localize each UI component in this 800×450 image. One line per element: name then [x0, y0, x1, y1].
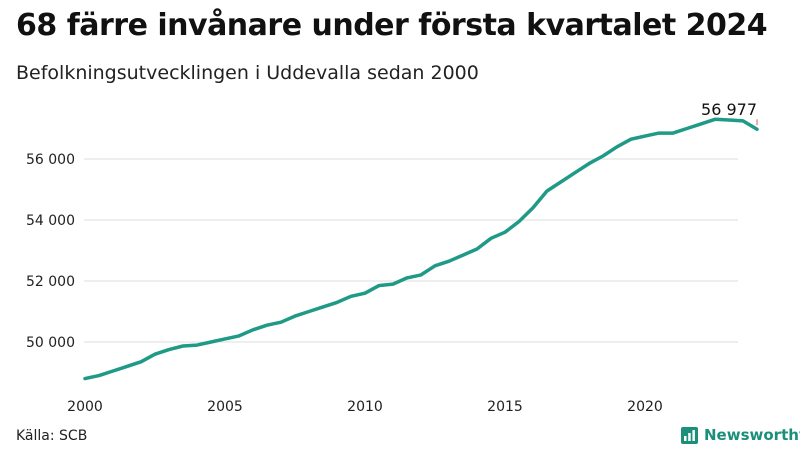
data-point — [238, 335, 240, 337]
data-point — [140, 361, 142, 363]
data-point — [518, 220, 520, 223]
newsworthy-logo-icon — [681, 426, 698, 444]
data-point — [560, 181, 562, 183]
data-point — [476, 248, 478, 250]
data-point — [224, 338, 226, 340]
data-point — [462, 254, 464, 256]
data-point — [364, 292, 366, 295]
data-point — [420, 274, 422, 276]
chart-subtitle: Befolkningsutvecklingen i Uddevalla seda… — [16, 62, 479, 84]
data-point — [406, 277, 408, 279]
last-value-label: 56 977 — [701, 100, 757, 119]
data-point — [756, 128, 758, 130]
data-point — [336, 301, 338, 304]
data-point — [574, 171, 576, 174]
data-point — [98, 374, 100, 377]
x-tick-label: 2000 — [67, 399, 103, 415]
data-point — [532, 207, 534, 209]
data-point — [168, 348, 170, 351]
data-point — [588, 162, 590, 165]
data-point — [84, 377, 86, 380]
data-point — [644, 135, 646, 137]
data-point — [308, 310, 310, 313]
data-point — [350, 295, 352, 298]
data-point — [490, 237, 492, 240]
data-point — [700, 123, 702, 125]
data-point — [112, 370, 114, 372]
data-point — [742, 120, 744, 122]
data-point — [280, 321, 282, 324]
data-point — [714, 118, 716, 121]
data-point — [686, 127, 688, 130]
brand-logo: Newsworthy — [681, 426, 800, 444]
source-label: Källa: SCB — [16, 428, 88, 444]
brand-name: Newsworthy — [704, 426, 800, 444]
data-point — [196, 344, 198, 346]
data-point — [378, 284, 380, 287]
series-line — [83, 117, 759, 381]
x-tick-label: 2010 — [347, 399, 383, 415]
data-point — [392, 283, 394, 285]
y-tick-label: 54 000 — [26, 213, 75, 229]
y-tick-label: 52 000 — [26, 274, 75, 290]
x-tick-label: 2015 — [487, 399, 523, 415]
data-point — [448, 260, 450, 263]
data-point — [266, 324, 268, 327]
data-point — [728, 119, 730, 121]
y-tick-label: 56 000 — [26, 152, 75, 168]
chart-title: 68 färre invånare under första kvartalet… — [16, 8, 768, 43]
data-point — [546, 190, 548, 192]
data-point — [182, 345, 184, 347]
data-point — [126, 365, 128, 368]
data-point — [672, 132, 674, 134]
data-point — [602, 155, 604, 157]
x-tick-label: 2005 — [207, 399, 243, 415]
data-point — [630, 138, 632, 140]
x-tick-label: 2020 — [627, 399, 663, 415]
data-point — [252, 329, 254, 331]
data-point — [504, 231, 506, 233]
data-point — [658, 132, 660, 134]
data-point — [154, 353, 156, 356]
data-point — [616, 146, 618, 148]
data-point — [434, 265, 436, 267]
y-tick-label: 50 000 — [26, 335, 75, 351]
data-point — [210, 341, 212, 343]
data-point — [294, 315, 296, 317]
data-point — [322, 306, 324, 308]
